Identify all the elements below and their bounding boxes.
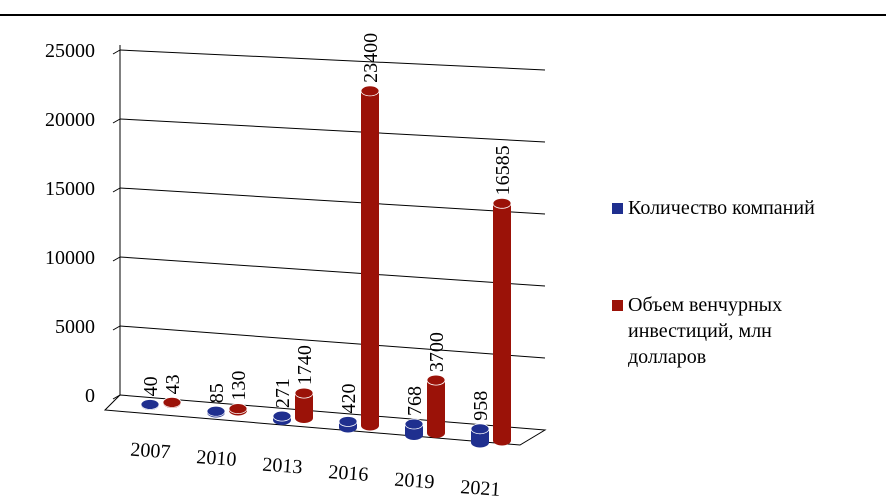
floor bbox=[103, 394, 547, 446]
data-label: 958 bbox=[470, 391, 492, 421]
tick-mark bbox=[112, 325, 121, 331]
cylinder bbox=[228, 403, 248, 416]
cylinder bbox=[206, 405, 226, 418]
x-tick-label: 2019 bbox=[394, 469, 435, 494]
tick-mark bbox=[112, 394, 121, 400]
y-tick-label: 5000 bbox=[55, 316, 95, 338]
data-label: 768 bbox=[404, 386, 426, 416]
bar bbox=[295, 393, 313, 418]
cylinder-top bbox=[228, 403, 248, 415]
data-label: 130 bbox=[228, 371, 250, 401]
cylinder bbox=[404, 418, 424, 440]
tick-mark bbox=[112, 256, 121, 262]
data-label: 3700 bbox=[426, 332, 448, 372]
cylinder bbox=[162, 396, 182, 408]
cylinder bbox=[492, 197, 512, 446]
legend-swatch bbox=[612, 203, 623, 214]
y-tick-label: 15000 bbox=[45, 178, 95, 200]
y-tick-label: 10000 bbox=[45, 247, 95, 269]
grid-line bbox=[119, 187, 546, 215]
cylinder-top bbox=[272, 410, 292, 422]
data-label: 40 bbox=[140, 376, 162, 396]
cylinder-top bbox=[492, 197, 512, 209]
tick-mark bbox=[112, 187, 121, 193]
grid-line bbox=[119, 256, 546, 287]
cylinder-top bbox=[338, 416, 358, 427]
y-tick-label: 25000 bbox=[45, 40, 95, 62]
grid-line bbox=[119, 118, 546, 143]
data-label: 420 bbox=[338, 383, 360, 413]
y-tick-label: 0 bbox=[85, 385, 95, 407]
data-label: 271 bbox=[272, 378, 294, 408]
cylinder bbox=[338, 416, 358, 433]
grid-line bbox=[119, 49, 546, 71]
legend-label: Объем венчурных инвестиций, млн долларов bbox=[628, 294, 783, 368]
x-tick-label: 2021 bbox=[460, 476, 501, 501]
x-tick-label: 2013 bbox=[262, 454, 303, 479]
bar bbox=[493, 203, 511, 441]
x-tick-label: 2010 bbox=[196, 446, 237, 471]
data-label: 1740 bbox=[294, 345, 316, 385]
grid-line bbox=[119, 325, 546, 359]
data-label: 43 bbox=[162, 374, 184, 394]
data-label: 16585 bbox=[492, 145, 514, 195]
x-tick-label: 2016 bbox=[328, 461, 369, 486]
cylinder-top bbox=[404, 418, 424, 430]
y-tick-label: 20000 bbox=[45, 109, 95, 131]
data-label: 85 bbox=[206, 383, 228, 403]
cylinder-top bbox=[140, 399, 160, 410]
tick-mark bbox=[112, 118, 121, 124]
bar bbox=[361, 90, 379, 426]
cylinder-top bbox=[206, 405, 226, 417]
cylinder-top bbox=[470, 423, 490, 435]
cylinder-top bbox=[162, 396, 182, 408]
cylinder-top bbox=[294, 387, 314, 399]
x-tick-label: 2007 bbox=[130, 439, 171, 464]
legend-swatch bbox=[612, 300, 623, 311]
cylinder bbox=[426, 374, 446, 438]
cylinder bbox=[360, 85, 380, 431]
cylinder bbox=[294, 387, 314, 423]
tick-mark bbox=[112, 49, 121, 55]
legend-label: Количество компаний bbox=[628, 197, 815, 219]
cylinder-top bbox=[360, 85, 380, 97]
cylinder-top bbox=[426, 374, 446, 386]
data-label: 23400 bbox=[360, 33, 382, 83]
bar bbox=[427, 380, 445, 433]
cylinder bbox=[140, 399, 160, 410]
bar bbox=[405, 424, 423, 435]
cylinder bbox=[272, 410, 292, 425]
cylinder bbox=[470, 423, 490, 448]
